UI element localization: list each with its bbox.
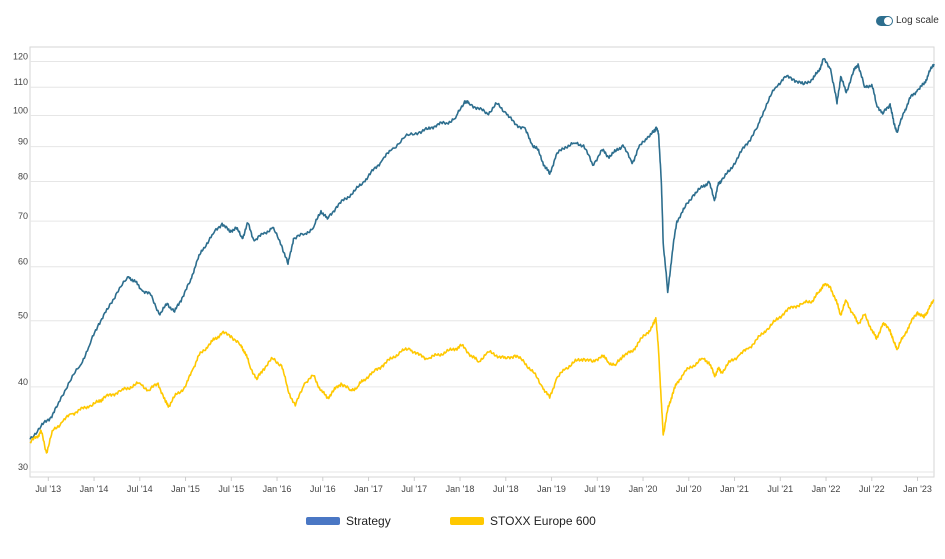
gridlines	[30, 60, 934, 473]
y-tick-label: 120	[13, 51, 28, 61]
x-tick-label: Jul '22	[859, 484, 885, 494]
x-tick-label: Jul '21	[767, 484, 793, 494]
y-tick-label: 40	[18, 377, 28, 387]
y-tick-label: 110	[14, 77, 28, 87]
legend-swatch-strategy	[306, 517, 340, 525]
x-tick-label: Jul '16	[310, 484, 336, 494]
x-tick-label: Jul '19	[584, 484, 610, 494]
plot-area-border	[29, 46, 935, 478]
y-tick-label: 100	[13, 105, 28, 115]
x-tick-label: Jan '17	[354, 484, 383, 494]
x-tick-label: Jan '16	[263, 484, 292, 494]
series-line-stoxx	[29, 282, 935, 454]
x-tick-label: Jan '22	[812, 484, 841, 494]
legend-label-strategy: Strategy	[346, 514, 391, 528]
y-axis-labels: 30 40 50 60 70 80 90 100 110 120	[13, 51, 28, 472]
x-tick-label: Jan '21	[720, 484, 749, 494]
x-tick-label: Jan '18	[446, 484, 475, 494]
x-tick-label: Jan '23	[903, 484, 932, 494]
y-tick-label: 70	[18, 211, 28, 221]
y-tick-label: 60	[18, 257, 28, 267]
y-tick-label: 90	[18, 137, 28, 147]
series-line-strategy	[29, 57, 935, 440]
toggle-switch-icon[interactable]	[876, 15, 893, 26]
x-tick-label: Jan '14	[80, 484, 109, 494]
log-scale-toggle[interactable]: Log scale	[876, 15, 939, 26]
x-axis-labels: Jul '13 Jan '14 Jul '14 Jan '15 Jul '15 Jan '…	[35, 477, 932, 494]
x-tick-label: Jul '17	[401, 484, 427, 494]
log-scale-label: Log scale	[896, 15, 939, 26]
x-tick-label: Jan '19	[537, 484, 566, 494]
x-tick-label: Jan '20	[629, 484, 658, 494]
x-tick-label: Jul '20	[676, 484, 702, 494]
x-tick-label: Jul '13	[35, 484, 61, 494]
y-tick-label: 30	[18, 462, 28, 472]
legend-label-stoxx: STOXX Europe 600	[490, 514, 596, 528]
y-tick-label: 80	[18, 172, 28, 182]
legend-item-strategy[interactable]: Strategy	[306, 514, 391, 528]
x-tick-label: Jul '18	[493, 484, 519, 494]
x-tick-label: Jul '14	[127, 484, 153, 494]
x-tick-label: Jan '15	[171, 484, 200, 494]
series-lines	[29, 57, 935, 454]
legend: Strategy STOXX Europe 600	[0, 514, 945, 530]
legend-swatch-stoxx	[450, 517, 484, 525]
legend-item-stoxx[interactable]: STOXX Europe 600	[450, 514, 596, 528]
x-tick-label: Jul '15	[218, 484, 244, 494]
y-tick-label: 50	[18, 311, 28, 321]
